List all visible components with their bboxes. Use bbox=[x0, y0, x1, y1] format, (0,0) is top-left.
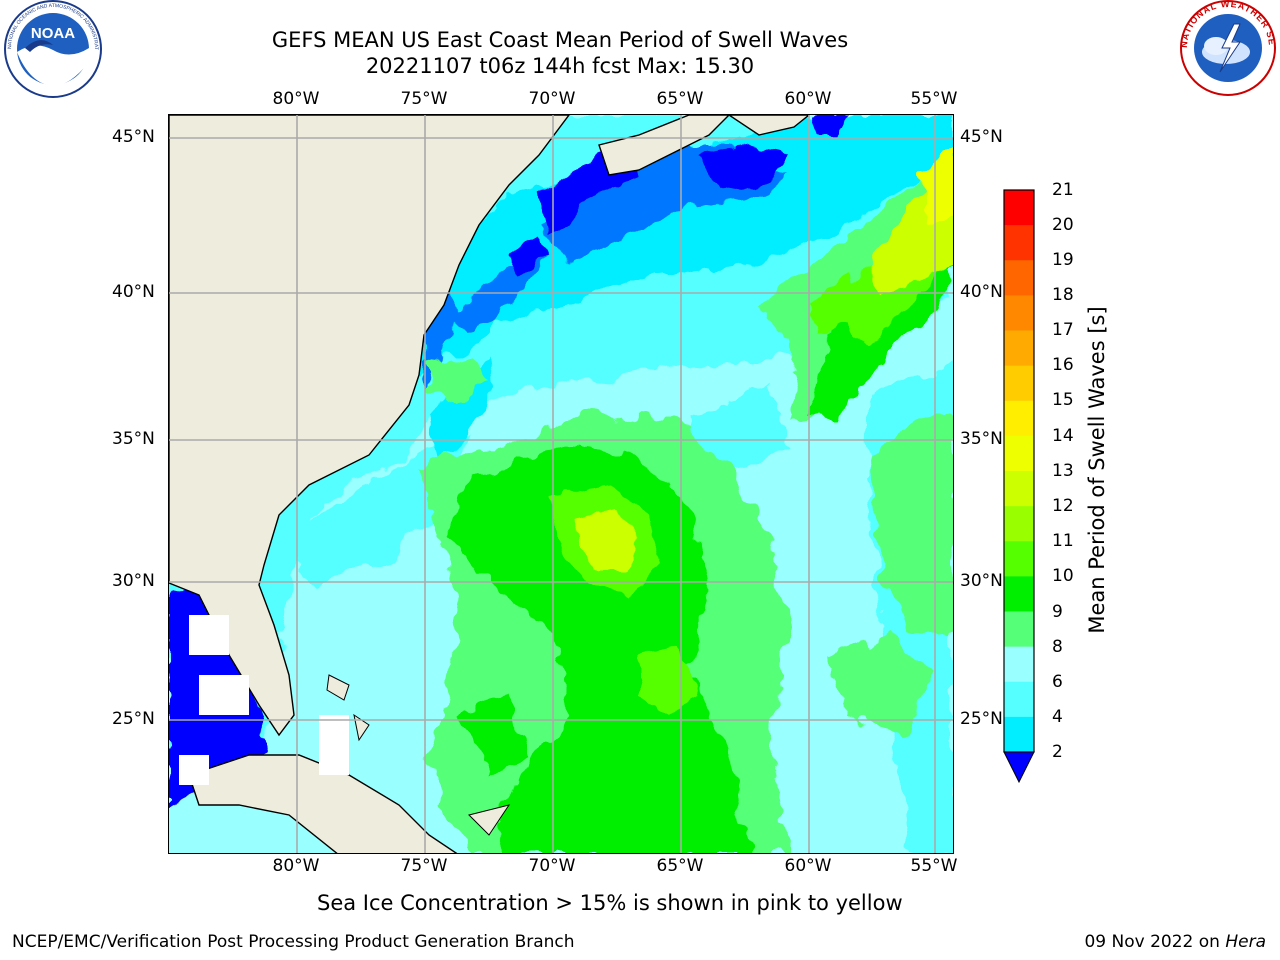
lon-tick-top: 60°W bbox=[784, 89, 832, 109]
colorbar-tick-label: 20 bbox=[1052, 215, 1074, 235]
colorbar-cell bbox=[1004, 576, 1034, 612]
colorbar-cell bbox=[1004, 506, 1034, 542]
colorbar-tick-label: 10 bbox=[1052, 566, 1074, 586]
colorbar-tick-label: 4 bbox=[1052, 707, 1063, 727]
no-data-areas bbox=[179, 615, 349, 785]
land bbox=[169, 115, 811, 853]
colorbar-extend-triangle bbox=[1003, 751, 1035, 784]
colorbar-tick-label: 9 bbox=[1052, 602, 1063, 622]
colorbar-cell bbox=[1004, 295, 1034, 331]
lat-tick-left: 30°N bbox=[112, 571, 155, 591]
lon-tick-bottom: 70°W bbox=[528, 856, 576, 876]
colorbar-tick-label: 8 bbox=[1052, 637, 1063, 657]
colorbar-cell bbox=[1004, 471, 1034, 507]
colorbar-cell bbox=[1004, 435, 1034, 472]
colorbar-tick-label: 11 bbox=[1052, 531, 1074, 551]
colorbar-cell bbox=[1004, 716, 1034, 753]
lat-tick-right: 35°N bbox=[960, 429, 1003, 449]
colorbar-tick-label: 18 bbox=[1052, 285, 1074, 305]
colorbar-cell bbox=[1004, 190, 1034, 226]
colorbar-cell bbox=[1004, 365, 1034, 402]
lat-tick-left: 35°N bbox=[112, 429, 155, 449]
lon-tick-bottom: 60°W bbox=[784, 856, 832, 876]
colorbar-cell bbox=[1004, 260, 1034, 296]
colorbar-tick-label: 17 bbox=[1052, 320, 1074, 340]
colorbar-tick-label: 16 bbox=[1052, 355, 1074, 375]
lon-tick-bottom: 80°W bbox=[272, 856, 320, 876]
colorbar-tick-label: 2 bbox=[1052, 742, 1063, 762]
colorbar-tick-label: 21 bbox=[1052, 180, 1074, 200]
colorbar-tick-label: 6 bbox=[1052, 672, 1063, 692]
svg-text:NOAA: NOAA bbox=[31, 25, 75, 42]
colorbar-cell bbox=[1004, 225, 1034, 261]
lat-tick-right: 25°N bbox=[960, 709, 1003, 729]
lon-tick-top: 80°W bbox=[272, 89, 320, 109]
colorbar-cell bbox=[1004, 646, 1034, 683]
run-date: 09 Nov 2022 on Hera bbox=[1084, 932, 1266, 952]
lat-tick-left: 45°N bbox=[112, 127, 155, 147]
colorbar-tick-label: 15 bbox=[1052, 390, 1074, 410]
lon-tick-top: 70°W bbox=[528, 89, 576, 109]
map-canvas bbox=[169, 115, 953, 853]
lat-tick-right: 30°N bbox=[960, 571, 1003, 591]
colorbar bbox=[1003, 189, 1035, 784]
colorbar-cell bbox=[1004, 541, 1034, 577]
lon-tick-top: 75°W bbox=[400, 89, 448, 109]
period-band-12-14 bbox=[574, 146, 953, 570]
colorbar-cell bbox=[1004, 681, 1034, 718]
nws-logo: NATIONAL WEATHER SERVICE bbox=[1178, 0, 1276, 96]
colorbar-tick-label: 14 bbox=[1052, 426, 1074, 446]
credit-line: NCEP/EMC/Verification Post Processing Pr… bbox=[12, 932, 575, 952]
lon-tick-bottom: 65°W bbox=[656, 856, 704, 876]
graticule bbox=[169, 115, 953, 853]
lon-tick-top: 55°W bbox=[910, 89, 958, 109]
lat-tick-right: 45°N bbox=[960, 127, 1003, 147]
colorbar-tick-label: 19 bbox=[1052, 250, 1074, 270]
swell-period-map bbox=[168, 114, 954, 854]
chart-title: GEFS MEAN US East Coast Mean Period of S… bbox=[271, 28, 849, 52]
colorbar-cell bbox=[1004, 611, 1034, 648]
run-date-text: 09 Nov 2022 on bbox=[1084, 932, 1226, 952]
lat-tick-left: 40°N bbox=[112, 282, 155, 302]
lon-tick-bottom: 55°W bbox=[910, 856, 958, 876]
machine-name: Hera bbox=[1225, 932, 1266, 952]
colorbar-cell bbox=[1004, 400, 1034, 437]
colorbar-title: Mean Period of Swell Waves [s] bbox=[1085, 306, 1109, 634]
noaa-logo: NOAA NATIONAL OCEANIC AND ATMOSPHERIC AD… bbox=[0, 0, 102, 98]
colorbar-tick-label: 13 bbox=[1052, 461, 1074, 481]
colorbar-tick-label: 12 bbox=[1052, 496, 1074, 516]
colorbar-cell bbox=[1004, 330, 1034, 367]
lon-tick-bottom: 75°W bbox=[400, 856, 448, 876]
lon-tick-top: 65°W bbox=[656, 89, 704, 109]
lat-tick-right: 40°N bbox=[960, 282, 1003, 302]
lat-tick-left: 25°N bbox=[112, 709, 155, 729]
sea-ice-note: Sea Ice Concentration > 15% is shown in … bbox=[317, 891, 903, 915]
chart-subtitle: 20221107 t06z 144h fcst Max: 15.30 bbox=[365, 54, 755, 78]
